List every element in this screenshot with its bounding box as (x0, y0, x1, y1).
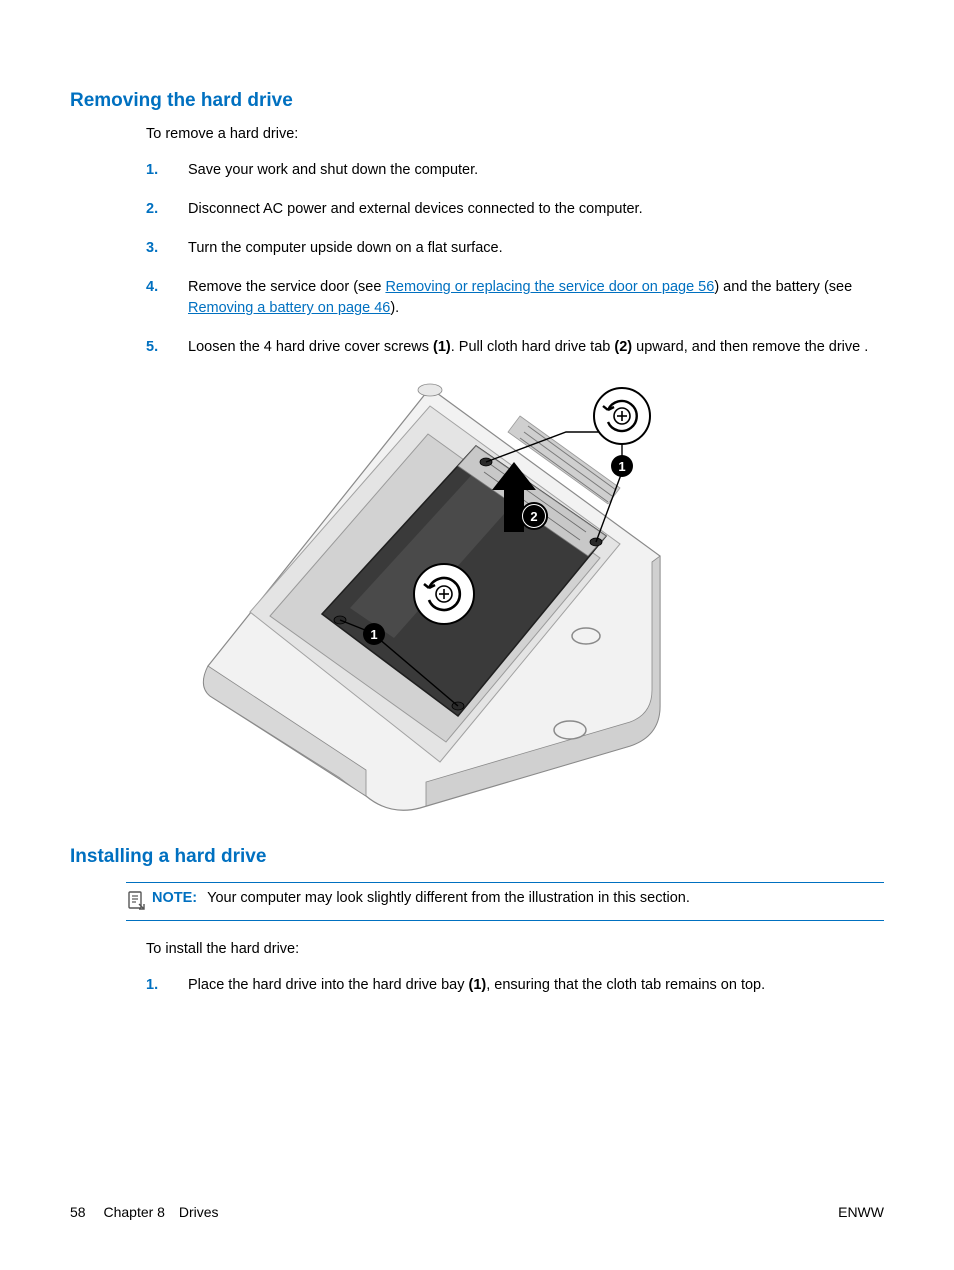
text-frag: ) and the battery (see (714, 279, 852, 295)
bold-callout: (1) (433, 339, 451, 355)
svg-text:1: 1 (618, 459, 625, 474)
step-text: Place the hard drive into the hard drive… (188, 977, 765, 993)
text-frag: , ensuring that the cloth tab remains on… (486, 977, 765, 993)
note-text: Your computer may look slightly differen… (207, 890, 690, 906)
step-num: 3. (146, 238, 158, 259)
step-text: Disconnect AC power and external devices… (188, 201, 643, 217)
footer-right: ENWW (838, 1204, 884, 1220)
step-num: 2. (146, 199, 158, 220)
step-1: 1. Save your work and shut down the comp… (146, 160, 884, 181)
step-text: Turn the computer upside down on a flat … (188, 240, 503, 256)
install-step-1: 1. Place the hard drive into the hard dr… (146, 975, 884, 996)
step-text: Save your work and shut down the compute… (188, 162, 478, 178)
page-footer: 58 Chapter 8 Drives ENWW (70, 1204, 884, 1220)
link-service-door[interactable]: Removing or replacing the service door o… (385, 279, 714, 295)
chapter-label: Chapter 8 (103, 1204, 164, 1220)
text-frag: Remove the service door (see (188, 279, 385, 295)
bold-callout: (2) (614, 339, 632, 355)
step-3: 3. Turn the computer upside down on a fl… (146, 238, 884, 259)
note-label: NOTE: (152, 890, 197, 906)
steps-installing: 1. Place the hard drive into the hard dr… (146, 975, 884, 996)
hard-drive-illustration: 1 1 (190, 376, 670, 816)
steps-removing: 1. Save your work and shut down the comp… (146, 160, 884, 358)
note-block: NOTE: Your computer may look slightly di… (126, 882, 884, 921)
step-num: 5. (146, 337, 158, 358)
step-4: 4. Remove the service door (see Removing… (146, 277, 884, 319)
text-frag: ). (390, 300, 399, 316)
footer-left: 58 Chapter 8 Drives (70, 1204, 219, 1220)
step-5: 5. Loosen the 4 hard drive cover screws … (146, 337, 884, 358)
step-text: Remove the service door (see Removing or… (188, 279, 852, 316)
note-icon (126, 890, 146, 913)
step-num: 1. (146, 160, 158, 181)
text-frag: Loosen the 4 hard drive cover screws (188, 339, 433, 355)
step-num: 1. (146, 975, 158, 996)
text-frag: upward, and then remove the drive . (632, 339, 868, 355)
step-text: Loosen the 4 hard drive cover screws (1)… (188, 339, 868, 355)
heading-installing: Installing a hard drive (70, 846, 884, 868)
intro-removing: To remove a hard drive: (146, 126, 884, 142)
chapter-title: Drives (179, 1204, 219, 1220)
link-remove-battery[interactable]: Removing a battery on page 46 (188, 300, 390, 316)
svg-text:1: 1 (370, 627, 377, 642)
text-frag: . Pull cloth hard drive tab (451, 339, 615, 355)
heading-removing: Removing the hard drive (70, 90, 884, 112)
step-num: 4. (146, 277, 158, 298)
bold-callout: (1) (469, 977, 487, 993)
page-number: 58 (70, 1204, 86, 1220)
svg-text:2: 2 (530, 509, 537, 524)
text-frag: Place the hard drive into the hard drive… (188, 977, 469, 993)
page: Removing the hard drive To remove a hard… (0, 0, 954, 1270)
step-2: 2. Disconnect AC power and external devi… (146, 199, 884, 220)
intro-installing: To install the hard drive: (146, 941, 884, 957)
figure-hard-drive: 1 1 (190, 376, 884, 816)
